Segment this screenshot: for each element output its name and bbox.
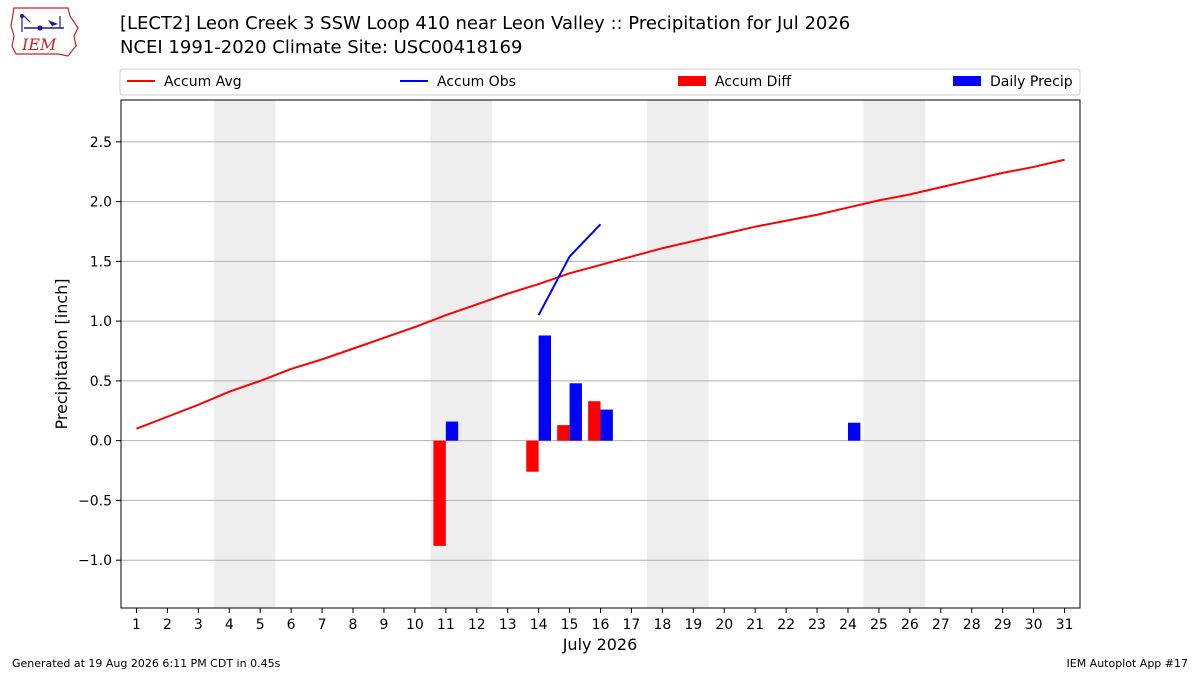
- accum-obs-line: [537, 223, 602, 316]
- x-tick-label: 30: [1025, 617, 1043, 633]
- x-tick-label: 28: [963, 617, 981, 633]
- accum-diff-bar: [433, 440, 446, 546]
- footer-generated: Generated at 19 Aug 2026 6:11 PM CDT in …: [12, 657, 281, 670]
- legend-box: [119, 68, 1081, 96]
- x-tick-label: 18: [653, 617, 671, 633]
- weekend-band: [646, 100, 709, 608]
- x-tick-label: 21: [746, 617, 764, 633]
- logo-text: IEM: [21, 35, 57, 54]
- x-tick-label: 22: [777, 617, 795, 633]
- legend-swatch-bar: [678, 76, 706, 86]
- legend: Accum Avg Accum Obs Accum Diff Daily Precip: [119, 68, 1081, 96]
- daily-precip-bar: [847, 422, 861, 441]
- y-tick-label: −0.5: [78, 493, 112, 509]
- x-tick-label: 29: [994, 617, 1012, 633]
- y-tick-label: 2.5: [90, 135, 112, 151]
- x-tick-label: 27: [932, 617, 950, 633]
- chart-title: [LECT2] Leon Creek 3 SSW Loop 410 near L…: [120, 13, 851, 34]
- x-axis-ticks: 1 2 3 4 5 6 7 8 9 10 11 12 13 14 15 16 17 18 19 20 21 22 23 24 2…: [132, 608, 1073, 633]
- weekend-band: [213, 100, 276, 608]
- legend-swatch-bar: [953, 76, 981, 86]
- x-tick-label: 8: [349, 617, 358, 633]
- grid-lines: [121, 141, 1080, 561]
- x-tick-label: 9: [379, 617, 388, 633]
- lines: [136, 158, 1065, 430]
- x-tick-label: 2: [163, 617, 172, 633]
- daily-precip-bar: [445, 421, 459, 441]
- y-tick-label: 0.5: [90, 374, 112, 390]
- y-tick-label: 2.0: [90, 195, 112, 211]
- x-tick-label: 26: [901, 617, 919, 633]
- y-tick-label: −1.0: [78, 553, 112, 569]
- daily-precip-bar: [569, 383, 582, 441]
- x-tick-label: 1: [132, 617, 141, 633]
- legend-label: Accum Diff: [715, 74, 791, 90]
- x-tick-label: 24: [839, 617, 857, 633]
- x-tick-label: 19: [684, 617, 702, 633]
- x-tick-label: 3: [194, 617, 203, 633]
- y-axis-label: Precipitation [inch]: [52, 278, 71, 429]
- y-tick-label: 1.0: [90, 314, 112, 330]
- chart-subtitle: NCEI 1991-2020 Climate Site: USC00418169: [120, 37, 523, 58]
- bars: [433, 335, 861, 546]
- daily-precip-bar: [600, 409, 613, 441]
- y-tick-label: 0.0: [90, 434, 112, 450]
- weekend-shading: [213, 100, 926, 608]
- x-tick-label: 16: [592, 617, 610, 633]
- x-tick-label: 20: [715, 617, 733, 633]
- x-tick-label: 25: [870, 617, 888, 633]
- x-tick-label: 23: [808, 617, 826, 633]
- daily-precip-bar: [538, 335, 552, 441]
- iem-logo: IEM: [8, 6, 82, 58]
- accum-diff-bar: [588, 401, 601, 441]
- weekend-band: [863, 100, 926, 608]
- y-tick-label: 1.5: [90, 254, 112, 270]
- y-axis-ticks: −1.0 −0.5 0.0 0.5 1.0 1.5 2.0 2.5: [78, 135, 121, 569]
- x-tick-label: 13: [499, 617, 517, 633]
- legend-label: Accum Obs: [437, 74, 516, 90]
- x-tick-label: 12: [468, 617, 486, 633]
- legend-label: Daily Precip: [990, 74, 1073, 90]
- x-tick-label: 10: [406, 617, 424, 633]
- footer-app: IEM Autoplot App #17: [1066, 657, 1189, 670]
- accum-avg-line: [136, 158, 1065, 430]
- x-tick-label: 5: [256, 617, 265, 633]
- x-tick-label: 7: [318, 617, 327, 633]
- x-tick-label: 11: [437, 617, 455, 633]
- x-tick-label: 17: [623, 617, 641, 633]
- x-axis-label: July 2026: [562, 635, 638, 654]
- legend-label: Accum Avg: [164, 74, 242, 90]
- x-tick-label: 14: [530, 617, 548, 633]
- accum-diff-bar: [526, 440, 539, 472]
- x-tick-label: 31: [1056, 617, 1074, 633]
- x-tick-label: 4: [225, 617, 234, 633]
- x-tick-label: 15: [561, 617, 579, 633]
- accum-diff-bar: [557, 425, 570, 441]
- x-tick-label: 6: [287, 617, 296, 633]
